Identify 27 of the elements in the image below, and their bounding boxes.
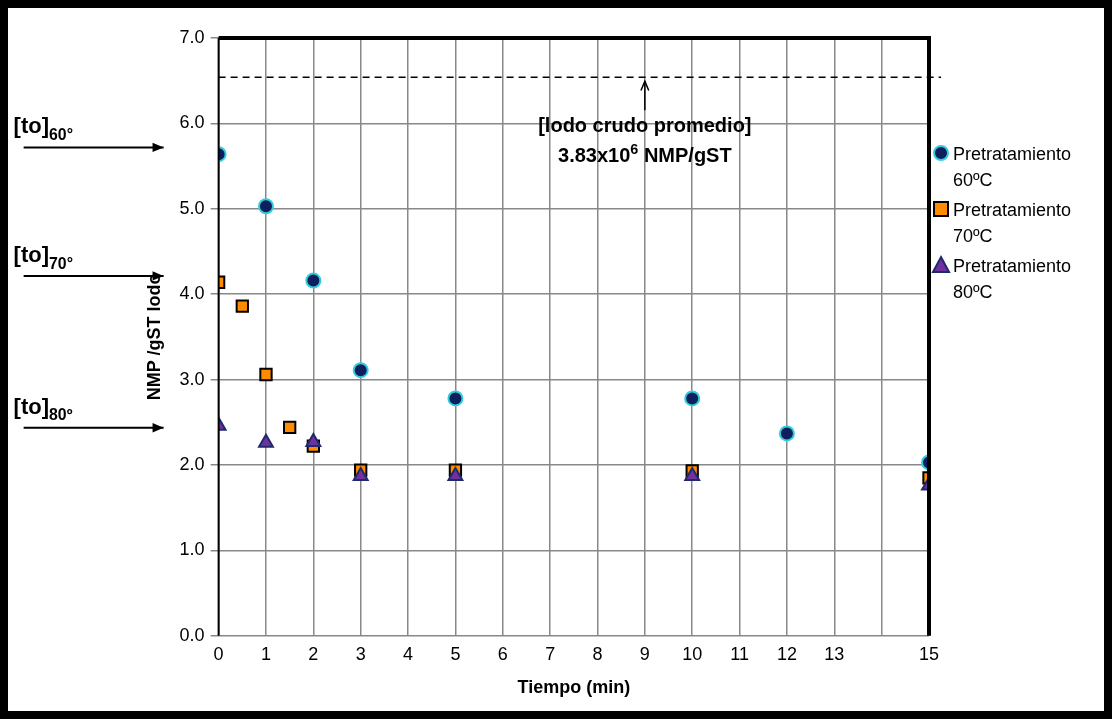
y-tick-label: 1.0	[179, 539, 205, 560]
x-tick-label: 3	[355, 643, 366, 664]
legend-label: Pretratamiento 60ºC	[953, 144, 1072, 190]
y-tick-label: 3.0	[179, 368, 205, 389]
x-tick-label: 0	[213, 643, 224, 664]
x-tick-label: 2	[308, 643, 319, 664]
y-tick-label: 5.0	[179, 197, 205, 218]
y-tick-label: 7.0	[179, 26, 205, 47]
x-tick-label: 11	[730, 643, 749, 664]
x-tick-label: 4	[403, 643, 414, 664]
legend-label: Pretratamiento 70ºC	[953, 200, 1072, 246]
x-tick-label: 13	[824, 643, 845, 664]
x-tick-label: 1	[260, 643, 271, 664]
x-tick-label: 6	[497, 643, 508, 664]
x-tick-label: 7	[545, 643, 556, 664]
x-tick-label: 15	[918, 643, 940, 664]
y-tick-label: 0.0	[179, 624, 205, 645]
x-axis-title: Tiempo (min)	[517, 677, 631, 698]
x-tick-label: 10	[682, 643, 703, 664]
x-tick-label: 8	[592, 643, 603, 664]
y-tick-label: 6.0	[179, 112, 205, 133]
y-tick-label: 4.0	[179, 283, 205, 304]
x-tick-label: 12	[776, 643, 797, 664]
legend-label: Pretratamiento 80ºC	[953, 256, 1072, 302]
y-tick-label: 2.0	[179, 453, 205, 474]
x-tick-label: 9	[639, 643, 650, 664]
x-tick-label: 5	[450, 643, 461, 664]
